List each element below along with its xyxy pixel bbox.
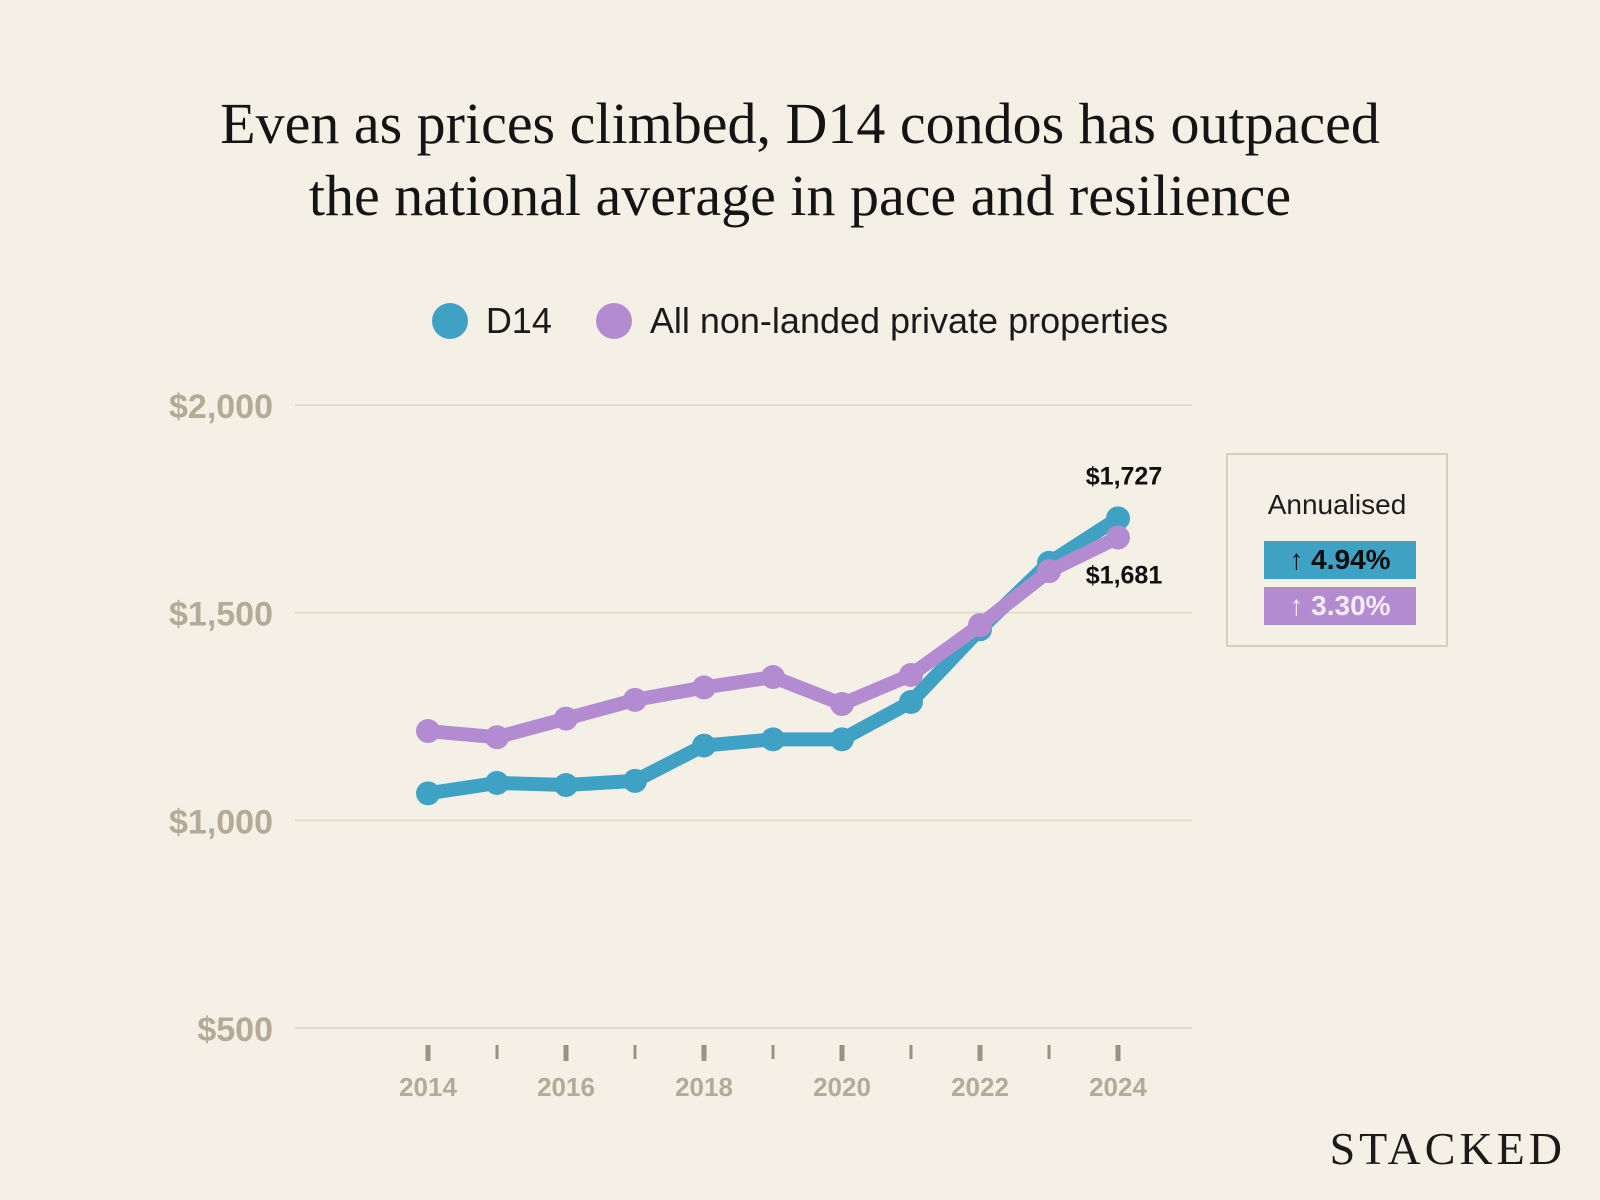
series-line-all	[421, 530, 1125, 745]
chart-title: Even as prices climbed, D14 condos has o…	[0, 88, 1600, 232]
data-point-d14-2019	[761, 727, 785, 752]
chart-title-line-2: the national average in pace and resilie…	[308, 163, 1292, 228]
annualised-box: Annualised ↑ 4.94% ↑ 3.30%	[1226, 453, 1448, 647]
x-tick-label-2020: 2020	[813, 1072, 871, 1102]
data-point-all-2022	[968, 613, 992, 638]
x-tick-label-2022: 2022	[951, 1072, 1009, 1102]
annualised-all-badge: ↑ 3.30%	[1264, 587, 1416, 625]
x-tick-label-2014: 2014	[399, 1072, 457, 1102]
x-tick-label-2024: 2024	[1089, 1072, 1147, 1102]
legend-label-d14: D14	[485, 300, 552, 341]
annualised-d14-badge: ↑ 4.94%	[1264, 541, 1416, 579]
series-line-d14	[421, 511, 1125, 801]
legend: D14 All non-landed private properties	[0, 300, 1600, 342]
data-point-d14-2017	[623, 768, 647, 793]
y-tick-label-1500: $1,500	[169, 596, 273, 634]
data-point-d14-2018	[692, 733, 716, 758]
data-point-all-2014	[416, 719, 440, 744]
data-point-d14-2016	[554, 773, 578, 798]
legend-dot-icon-all	[595, 303, 632, 339]
data-point-all-2016	[554, 706, 578, 731]
data-point-all-2020	[830, 692, 854, 717]
brand-logo: STACKED	[1329, 1123, 1566, 1174]
data-label-all-end: $1,681	[1086, 561, 1163, 589]
data-point-all-2023	[1037, 559, 1061, 584]
y-tick-label-1000: $1,000	[169, 803, 273, 841]
data-point-all-2017	[623, 687, 647, 712]
data-point-d14-2015	[485, 770, 509, 795]
legend-item-d14: D14	[431, 300, 552, 342]
x-tick-label-2018: 2018	[675, 1072, 733, 1102]
y-tick-label-500: $500	[197, 1011, 273, 1049]
chart-title-line-1: Even as prices climbed, D14 condos has o…	[220, 91, 1380, 156]
data-point-all-2021	[899, 662, 923, 687]
legend-dot-icon-d14	[431, 303, 468, 339]
legend-item-all: All non-landed private properties	[595, 300, 1169, 342]
x-tick-label-2016: 2016	[537, 1072, 595, 1102]
data-point-all-2019	[761, 665, 785, 690]
data-point-d14-2021	[899, 689, 923, 714]
data-point-d14-2024	[1106, 506, 1130, 531]
legend-label-all: All non-landed private properties	[649, 300, 1169, 341]
annualised-title: Annualised	[1267, 489, 1407, 520]
data-point-all-2018	[692, 675, 716, 700]
data-point-all-2015	[485, 725, 509, 750]
data-point-d14-2020	[830, 727, 854, 752]
data-label-d14-end: $1,727	[1086, 462, 1162, 490]
data-point-all-2024	[1106, 525, 1130, 550]
data-point-d14-2014	[416, 781, 440, 806]
y-tick-label-2000: $2,000	[169, 388, 273, 426]
